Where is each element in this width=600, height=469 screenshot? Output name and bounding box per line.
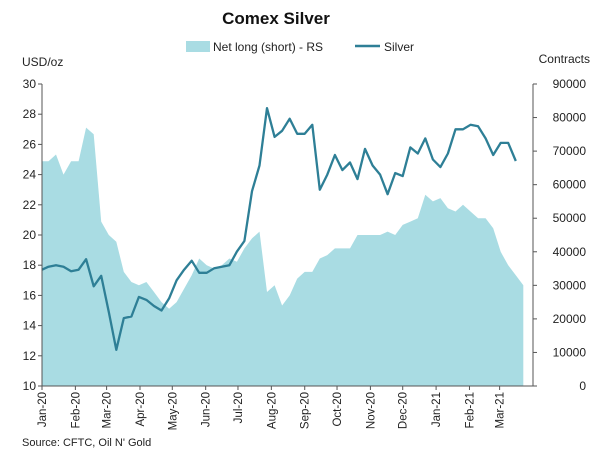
x-tick-label: Aug-20 bbox=[266, 392, 278, 429]
right-tick-label: 10000 bbox=[553, 345, 587, 359]
net-long-area bbox=[42, 127, 524, 386]
right-tick-label: 60000 bbox=[553, 178, 587, 192]
x-tick-label: Nov-20 bbox=[365, 392, 377, 429]
x-tick-label: Apr-20 bbox=[135, 392, 147, 427]
right-tick-label: 90000 bbox=[553, 77, 587, 91]
left-tick-label: 20 bbox=[23, 228, 37, 242]
right-tick-label: 80000 bbox=[553, 111, 587, 125]
x-tick-label: Dec-20 bbox=[398, 392, 410, 429]
x-tick-label: Jan-21 bbox=[431, 392, 443, 427]
source-note: Source: CFTC, Oil N' Gold bbox=[22, 437, 151, 449]
left-tick-label: 18 bbox=[23, 258, 37, 272]
legend: Net long (short) - RS Silver bbox=[186, 40, 414, 54]
legend-swatch-net-long bbox=[186, 41, 210, 52]
left-axis-unit: USD/oz bbox=[22, 55, 63, 69]
line-layer bbox=[41, 107, 517, 351]
right-tick-label: 20000 bbox=[553, 312, 587, 326]
left-tick-label: 16 bbox=[23, 288, 37, 302]
x-tick-label: May-20 bbox=[167, 392, 179, 430]
left-tick-label: 24 bbox=[23, 168, 37, 182]
left-tick-label: 10 bbox=[23, 379, 37, 393]
chart-title: Comex Silver bbox=[222, 9, 330, 28]
x-tick-label: Sep-20 bbox=[300, 392, 312, 429]
axes-layer: 10 12 14 16 18 20 22 24 26 28 30 0 10000 20000 30000 40… bbox=[23, 77, 587, 430]
legend-label-net-long: Net long (short) - RS bbox=[213, 40, 323, 54]
legend-label-silver: Silver bbox=[384, 40, 414, 54]
left-tick-label: 30 bbox=[23, 77, 37, 91]
right-axis-unit: Contracts bbox=[539, 52, 590, 66]
x-tick-label: Oct-20 bbox=[332, 392, 344, 427]
left-tick-label: 22 bbox=[23, 198, 37, 212]
silver-price-line bbox=[41, 107, 517, 351]
left-tick-label: 12 bbox=[23, 349, 37, 363]
left-tick-label: 26 bbox=[23, 137, 37, 151]
left-tick-label: 28 bbox=[23, 107, 37, 121]
x-tick-label: Jan-20 bbox=[37, 392, 49, 427]
right-tick-label: 40000 bbox=[553, 245, 587, 259]
x-tick-label: Mar-21 bbox=[495, 392, 507, 428]
x-tick-label: Feb-21 bbox=[464, 392, 476, 428]
x-tick-label: Feb-20 bbox=[70, 392, 82, 428]
right-tick-label: 70000 bbox=[553, 144, 587, 158]
x-tick-label: Mar-20 bbox=[102, 392, 114, 428]
right-tick-label: 30000 bbox=[553, 278, 587, 292]
x-tick-label: Jul-20 bbox=[233, 392, 245, 423]
x-tick-label: Jun-20 bbox=[201, 392, 213, 427]
right-tick-label: 50000 bbox=[553, 211, 587, 225]
right-tick-label: 0 bbox=[579, 379, 586, 393]
area-layer bbox=[42, 127, 524, 386]
left-tick-label: 14 bbox=[23, 319, 37, 333]
